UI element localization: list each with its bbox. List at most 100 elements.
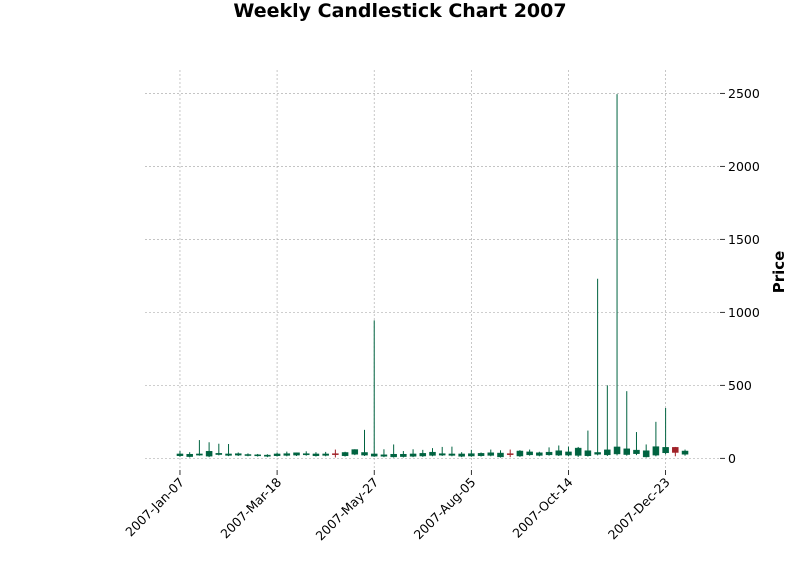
candle-body: [681, 450, 689, 455]
candle: [361, 429, 368, 456]
candle: [293, 452, 300, 456]
candle-body: [623, 448, 631, 455]
candle-body: [429, 451, 436, 456]
candle: [623, 391, 631, 456]
candle: [458, 452, 465, 458]
candle-body: [215, 453, 223, 455]
candle-body: [604, 449, 611, 456]
candle: [506, 449, 514, 458]
y-axis: 0 500 1000 1500 2000 2500: [720, 86, 760, 466]
chart-title: Weekly Candlestick Chart 2007: [233, 0, 567, 22]
candle-body: [264, 454, 271, 457]
candle-body: [565, 451, 572, 456]
candle-body: [458, 453, 465, 457]
candle-body: [497, 452, 504, 458]
candle-body: [390, 453, 397, 458]
candle: [390, 444, 397, 458]
candle-body: [506, 453, 514, 455]
candle: [526, 449, 533, 456]
candle-body: [574, 447, 582, 456]
candle: [662, 407, 669, 455]
candle: [633, 432, 640, 456]
x-tick-label: 2007-Dec-23: [605, 475, 673, 543]
x-tick-label: 2007-Aug-05: [411, 475, 479, 543]
y-tick-label: 0: [728, 451, 736, 466]
candle-body: [477, 453, 485, 456]
candle-body: [225, 453, 232, 456]
candle-body: [322, 453, 329, 456]
candle-body: [545, 451, 553, 456]
candle: [264, 454, 271, 458]
candle-body: [516, 450, 524, 457]
candle-body: [662, 447, 669, 454]
candle: [380, 449, 388, 458]
candle: [574, 446, 582, 457]
candle-body: [244, 454, 252, 456]
candle: [332, 449, 339, 458]
candle: [487, 449, 495, 457]
candle: [312, 452, 320, 457]
candle: [225, 444, 232, 457]
y-axis-label: Price: [770, 251, 788, 294]
candle-body: [205, 451, 213, 457]
candle-body: [672, 447, 679, 453]
candle: [594, 278, 601, 456]
candle: [254, 453, 261, 457]
x-tick-label: 2007-May-27: [312, 475, 381, 544]
candle-body: [351, 449, 359, 455]
candles: [176, 94, 689, 458]
candle: [545, 447, 553, 456]
x-tick-label: 2007-Oct-14: [509, 474, 575, 540]
candle: [215, 443, 223, 456]
candle: [419, 449, 427, 457]
candle-body: [186, 453, 193, 457]
candle-body: [302, 453, 310, 456]
candle: [642, 444, 650, 458]
candle: [604, 385, 611, 456]
y-tick-label: 2000: [728, 159, 760, 174]
candle: [613, 94, 621, 456]
candle: [322, 451, 329, 457]
candle: [438, 446, 446, 456]
candle-body: [176, 453, 184, 456]
candle-body: [400, 453, 407, 457]
candle: [176, 451, 184, 457]
candle: [672, 446, 679, 457]
candle-body: [584, 450, 592, 456]
candle-body: [283, 453, 291, 456]
candle-body: [594, 452, 601, 455]
candle: [283, 451, 291, 457]
candle-body: [409, 453, 417, 457]
candle: [273, 452, 281, 457]
candle: [468, 449, 475, 457]
candle: [565, 446, 572, 457]
candle-body: [254, 454, 261, 457]
candle-body: [234, 453, 242, 456]
grid-lines: [145, 70, 720, 470]
candle-body: [555, 450, 563, 456]
candle: [341, 451, 349, 457]
candle-body: [196, 453, 203, 456]
candle: [429, 448, 436, 457]
candle: [477, 452, 485, 457]
candle-body: [361, 452, 368, 456]
candle: [400, 451, 407, 458]
x-tick-label: 2007-Jan-07: [122, 475, 187, 540]
y-tick-label: 2500: [728, 86, 760, 101]
candle-body: [613, 446, 621, 455]
candle: [516, 450, 524, 457]
candle-body: [487, 452, 495, 456]
candle-body: [312, 453, 320, 456]
candle: [681, 449, 689, 456]
candle-body: [332, 453, 339, 455]
candle-body: [293, 452, 300, 456]
candle-body: [642, 450, 650, 458]
candle: [497, 450, 504, 458]
candle-body: [448, 453, 456, 456]
candle: [302, 451, 310, 456]
candle-body: [633, 449, 640, 454]
candle: [409, 449, 417, 458]
candle-body: [438, 453, 446, 456]
candle: [234, 452, 242, 456]
